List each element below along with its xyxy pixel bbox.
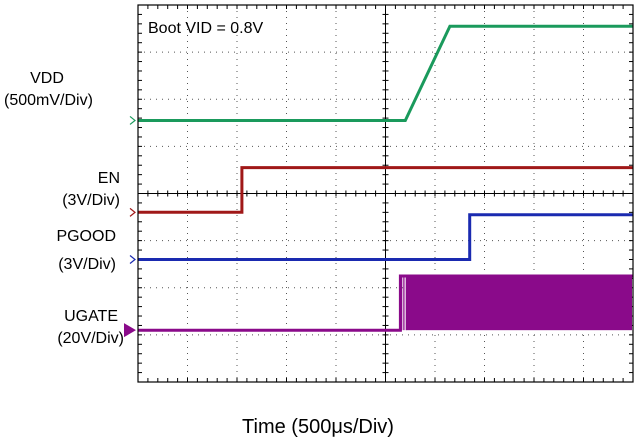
pgood-label: PGOOD bbox=[56, 228, 116, 245]
vdd-name: VDD bbox=[30, 70, 64, 87]
vdd-label: VDD bbox=[4, 68, 90, 90]
traces bbox=[138, 24, 633, 332]
vdd-trace bbox=[138, 24, 633, 122]
x-axis-label: Time (500μs/Div) bbox=[242, 416, 394, 438]
plot-frame bbox=[137, 4, 634, 383]
en-scale-label: (3V/Div) bbox=[62, 192, 120, 209]
pgood-trace bbox=[138, 213, 633, 261]
ugate-channel-marker bbox=[124, 323, 136, 338]
pgood-channel-marker bbox=[129, 255, 136, 264]
en-trace bbox=[138, 166, 633, 214]
vdd-channel-marker bbox=[129, 115, 136, 125]
ugate-scale-label: (20V/Div) bbox=[57, 330, 124, 347]
en-label: EN bbox=[97, 170, 120, 187]
pgood-scale-label: (3V/Div) bbox=[58, 256, 116, 273]
boot-vid-annotation: Boot VID = 0.8V bbox=[148, 20, 264, 37]
en-channel-marker bbox=[129, 207, 136, 217]
vdd-scale-label: (500mV/Div) bbox=[4, 92, 93, 109]
ugate-label: UGATE bbox=[64, 308, 118, 325]
grid bbox=[137, 4, 634, 383]
channel-markers bbox=[124, 115, 136, 338]
ugate-switching-region bbox=[406, 275, 632, 331]
